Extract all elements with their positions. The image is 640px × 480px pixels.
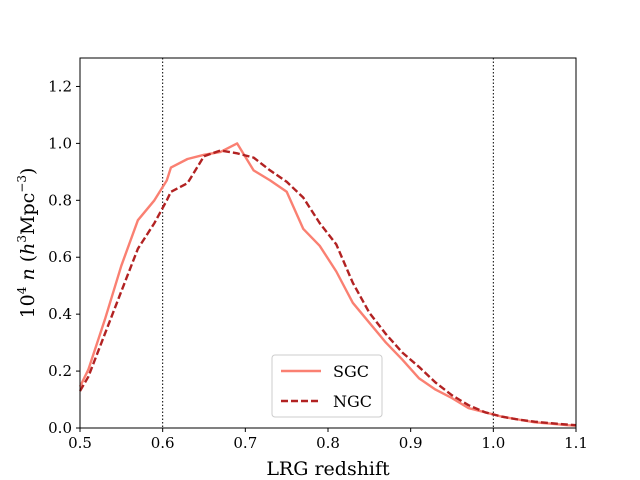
y-tick-label: 0.0 xyxy=(48,419,72,437)
x-tick-label: 0.7 xyxy=(233,434,257,452)
y-tick-label: 0.4 xyxy=(48,305,72,323)
plot-area xyxy=(78,58,577,428)
legend-label-ngc: NGC xyxy=(333,392,372,411)
y-tick-label: 0.2 xyxy=(48,362,72,380)
x-tick-label: 0.6 xyxy=(151,434,175,452)
legend: SGC NGC xyxy=(271,354,383,418)
y-tick-label: 0.8 xyxy=(48,191,72,209)
series-line-ngc xyxy=(78,149,577,427)
legend-label-sgc: SGC xyxy=(333,362,369,381)
x-tick-label: 0.5 xyxy=(68,434,92,452)
y-axis-title: 104 n (h3Mpc−3) xyxy=(15,168,39,319)
x-tick-label: 1.0 xyxy=(481,434,505,452)
axis-ticks: 0.5 0.6 0.7 0.8 0.9 1.0 1.1 0.0 0.2 0.4 0.6 0.8 1.0 1… xyxy=(48,77,588,452)
y-tick-label: 1.2 xyxy=(48,77,72,95)
y-tick-label: 1.0 xyxy=(48,134,72,152)
x-tick-label: 1.1 xyxy=(564,434,588,452)
x-tick-label: 0.8 xyxy=(316,434,340,452)
x-tick-label: 0.9 xyxy=(399,434,423,452)
x-axis-title: LRG redshift xyxy=(266,458,390,480)
y-tick-label: 0.6 xyxy=(48,248,72,266)
